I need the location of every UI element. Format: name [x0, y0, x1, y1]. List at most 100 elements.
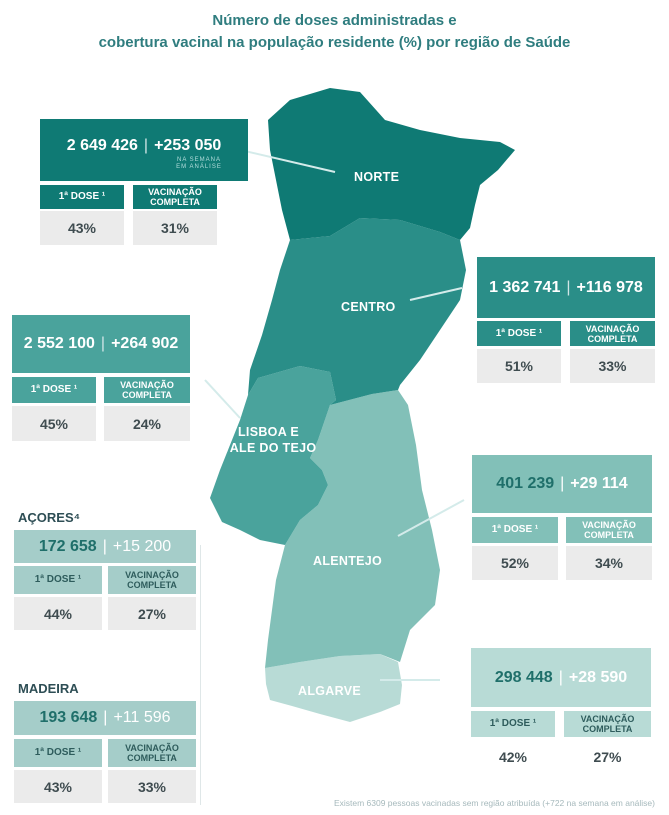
card-alentejo: 401 239 | +29 114 1ª DOSE ¹ VACINAÇÃO CO… — [472, 455, 652, 580]
complete-header-line-1: VACINAÇÃO — [120, 380, 174, 390]
dose1-header-algarve: 1ª DOSE ¹ — [471, 711, 555, 737]
dose1-header-lisboa: 1ª DOSE ¹ — [12, 377, 96, 403]
label-lisboa: LISBOA E VALE DO TEJO — [222, 424, 316, 456]
dose1-header-centro: 1ª DOSE ¹ — [477, 321, 561, 346]
section-title-acores: AÇORES⁴ — [18, 510, 81, 525]
total-separator: | — [103, 709, 108, 726]
total-separator: | — [560, 475, 565, 492]
dose1-value-madeira: 43% — [14, 770, 102, 803]
total-madeira-delta: +11 596 — [113, 709, 171, 726]
label-algarve: ALGARVE — [298, 684, 361, 698]
title-line-2: cobertura vacinal na população residente… — [98, 34, 571, 51]
complete-value-lisboa: 24% — [104, 406, 190, 441]
total-algarve-value: 298 448 — [494, 668, 553, 686]
dose1-value-lisboa: 45% — [12, 406, 96, 441]
total-separator: | — [100, 335, 106, 352]
total-alentejo-delta: +29 114 — [570, 475, 628, 492]
dose1-header-norte: 1ª DOSE ¹ — [40, 185, 124, 209]
total-algarve: 298 448 | +28 590 — [471, 648, 651, 707]
complete-value-madeira: 33% — [108, 770, 196, 803]
complete-header-line-2: COMPLETA — [587, 333, 638, 344]
leader-line-lisboa — [204, 379, 241, 419]
complete-header-line-1: VACINAÇÃO — [585, 323, 640, 334]
leader-line-alentejo — [397, 499, 465, 537]
total-alentejo: 401 239 | +29 114 — [472, 455, 652, 513]
region-lisboa-shape — [210, 366, 336, 545]
complete-header-line-1: VACINAÇÃO — [125, 743, 179, 753]
complete-value-alentejo: 34% — [566, 546, 652, 580]
islands-divider — [200, 545, 201, 805]
total-acores: 172 658 | +15 200 — [14, 530, 196, 563]
total-lisboa: 2 552 100 | +264 902 — [12, 315, 190, 373]
footer-note: Existem 6309 pessoas vacinadas sem regiã… — [333, 798, 655, 808]
total-separator: | — [102, 537, 107, 555]
dose1-value-centro: 51% — [477, 349, 561, 383]
total-centro-delta: +116 978 — [576, 278, 643, 296]
total-acores-value: 172 658 — [38, 537, 97, 555]
complete-header-algarve: VACINAÇÃO COMPLETA — [564, 711, 651, 737]
leader-line-norte — [231, 147, 336, 173]
complete-header-line-2: COMPLETA — [122, 390, 172, 400]
dose1-value-algarve: 42% — [498, 749, 528, 765]
total-lisboa-value: 2 552 100 — [23, 335, 95, 352]
dose1-header-madeira: 1ª DOSE ¹ — [14, 739, 102, 767]
complete-value-centro: 33% — [570, 349, 655, 383]
total-lisboa-delta: +264 902 — [111, 335, 179, 352]
complete-header-line-2: COMPLETA — [582, 724, 633, 734]
total-alentejo-value: 401 239 — [496, 475, 555, 492]
label-lisboa-line-2: VALE DO TEJO — [222, 441, 317, 455]
total-separator: | — [143, 137, 149, 154]
week-note-line-2: EM ANÁLISE — [176, 164, 222, 170]
dose1-header-acores: 1ª DOSE ¹ — [14, 566, 102, 594]
total-norte: 2 649 426 | +253 050 — [40, 119, 248, 181]
total-madeira-value: 193 648 — [39, 709, 98, 726]
region-centro-shape — [248, 218, 466, 405]
region-norte-shape — [268, 88, 515, 240]
region-alentejo-shape — [265, 390, 440, 668]
complete-header-centro: VACINAÇÃO COMPLETA — [570, 321, 655, 346]
complete-header-line-1: VACINAÇÃO — [125, 570, 179, 580]
complete-value-algarve: 27% — [593, 749, 622, 765]
label-lisboa-line-1: LISBOA E — [238, 425, 299, 439]
card-centro: 1 362 741 | +116 978 1ª DOSE ¹ VACINAÇÃO… — [477, 257, 655, 383]
complete-header-lisboa: VACINAÇÃO COMPLETA — [104, 377, 190, 403]
dose1-header-alentejo: 1ª DOSE ¹ — [472, 517, 558, 543]
total-centro: 1 362 741 | +116 978 — [477, 257, 655, 318]
complete-header-line-2: COMPLETA — [150, 197, 200, 207]
week-note-norte: NA SEMANA EM ANÁLISE — [150, 157, 248, 171]
total-norte-delta: +253 050 — [154, 137, 222, 154]
total-norte-value: 2 649 426 — [66, 137, 138, 154]
complete-header-norte: VACINAÇÃO COMPLETA — [133, 185, 217, 209]
complete-value-acores: 27% — [108, 597, 196, 630]
total-separator: | — [558, 668, 563, 686]
leader-line-centro — [409, 287, 463, 301]
complete-header-line-1: VACINAÇÃO — [148, 187, 202, 197]
total-centro-value: 1 362 741 — [489, 278, 561, 296]
card-norte: 2 649 426 | +253 050 NA SEMANA EM ANÁLIS… — [40, 119, 250, 245]
dose1-value-norte: 43% — [40, 211, 124, 245]
total-acores-delta: +15 200 — [112, 537, 172, 555]
complete-header-line-1: VACINAÇÃO — [580, 714, 635, 724]
title-line-1: Número de doses administradas e — [212, 12, 457, 29]
card-acores: 172 658 | +15 200 1ª DOSE ¹ VACINAÇÃO CO… — [14, 530, 196, 630]
total-separator: | — [566, 278, 571, 296]
complete-header-line-2: COMPLETA — [127, 753, 177, 763]
complete-header-alentejo: VACINAÇÃO COMPLETA — [566, 517, 652, 543]
label-centro: CENTRO — [341, 300, 396, 314]
complete-header-line-2: COMPLETA — [127, 580, 177, 590]
complete-header-acores: VACINAÇÃO COMPLETA — [108, 566, 196, 594]
dose1-value-acores: 44% — [14, 597, 102, 630]
card-madeira: 193 648 | +11 596 1ª DOSE ¹ VACINAÇÃO CO… — [14, 701, 196, 803]
card-algarve: 298 448 | +28 590 1ª DOSE ¹ VACINAÇÃO CO… — [471, 648, 651, 774]
dose1-value-alentejo: 52% — [472, 546, 558, 580]
week-note-line-1: NA SEMANA — [176, 157, 221, 163]
map-title: Número de doses administradas e cobertur… — [0, 10, 669, 54]
region-algarve-shape — [265, 654, 402, 722]
card-lisboa: 2 552 100 | +264 902 1ª DOSE ¹ VACINAÇÃO… — [12, 315, 190, 441]
complete-header-line-1: VACINAÇÃO — [582, 520, 636, 530]
complete-header-line-2: COMPLETA — [584, 530, 634, 540]
total-algarve-delta: +28 590 — [568, 668, 628, 686]
label-alentejo: ALENTEJO — [313, 554, 383, 568]
label-norte: NORTE — [354, 170, 400, 184]
